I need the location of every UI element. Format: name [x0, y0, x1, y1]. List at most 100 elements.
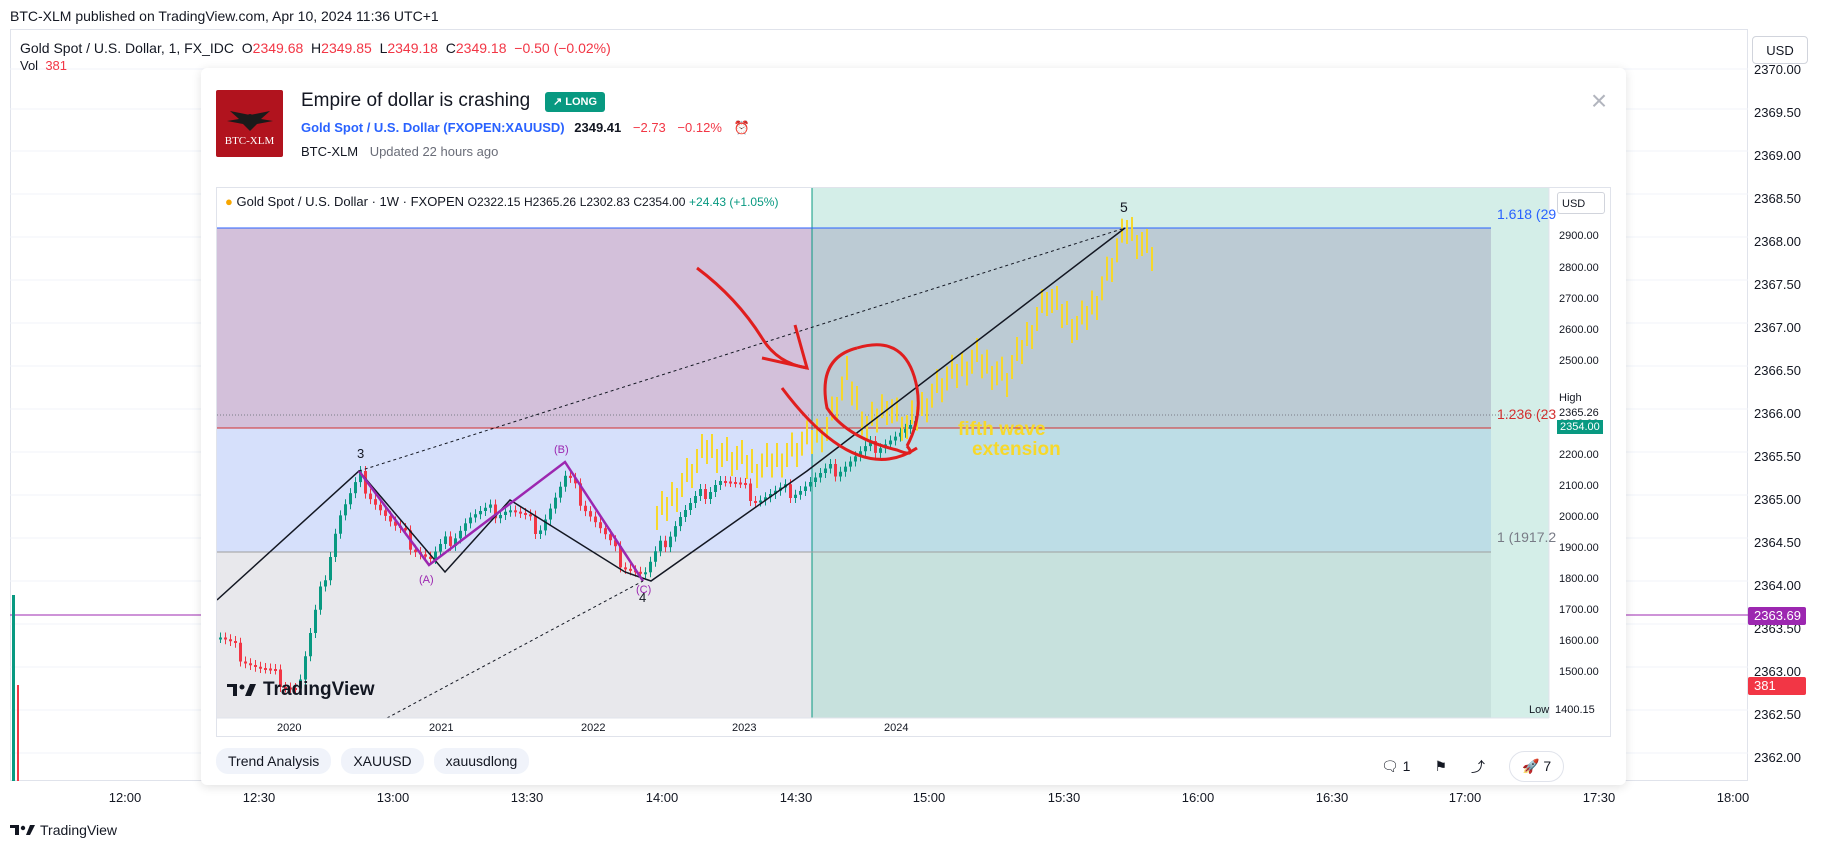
time-tick: 13:00 — [376, 790, 410, 805]
author-name[interactable]: BTC-XLM — [301, 144, 359, 159]
change-value: −0.50 (−0.02%) — [514, 40, 611, 56]
wave-lines — [217, 227, 1126, 601]
idea-price: 2349.41 — [574, 120, 622, 135]
snapshot-high: H2365.26 — [524, 195, 577, 209]
comment-icon: 🗨 — [1381, 758, 1399, 774]
open-label: O — [241, 40, 253, 56]
idea-tags: Trend Analysis XAUUSD xauusdlong — [216, 748, 530, 774]
currency-button[interactable]: USD — [1752, 36, 1808, 64]
time-tick: 12:30 — [242, 790, 276, 805]
svg-text:(B): (B) — [554, 444, 569, 456]
open-value: 2349.68 — [252, 40, 304, 56]
author-thumbnail[interactable]: BTC-XLM — [216, 90, 283, 157]
snapshot-legend: ● Gold Spot / U.S. Dollar · 1W · FXOPEN … — [225, 194, 778, 209]
price-tick: 2362.50 — [1754, 707, 1801, 722]
time-tick: 15:30 — [1047, 790, 1081, 805]
snapshot-price-tick: 2200.00 — [1559, 449, 1599, 461]
idea-title[interactable]: Empire of dollar is crashing — [301, 90, 531, 111]
snapshot-price-tick: 2100.00 — [1559, 480, 1599, 492]
publisher-caption: BTC-XLM published on TradingView.com, Ap… — [10, 8, 439, 24]
idea-change: −2.73 — [632, 120, 666, 135]
price-tick: 2366.50 — [1754, 363, 1801, 378]
comments-button[interactable]: 🗨 1 — [1381, 758, 1410, 775]
snapshot-open: O2322.15 — [467, 195, 521, 209]
fib-1236-label: 1.236 (23 — [1497, 406, 1557, 422]
idea-card: BTC-XLM Empire of dollar is crashing ↗ L… — [201, 68, 1626, 785]
red-arrow — [696, 266, 808, 370]
snapshot-currency[interactable]: USD — [1557, 192, 1605, 214]
arrow-up-right-icon: ↗ — [553, 96, 563, 108]
volume-bar — [17, 685, 19, 781]
alarm-icon[interactable]: ⏰ — [733, 120, 750, 135]
close-icon[interactable]: × — [1590, 85, 1608, 116]
symbol-label: Gold Spot / U.S. Dollar, 1, FX_IDC — [20, 40, 234, 56]
price-tick: 2365.00 — [1754, 492, 1801, 507]
snapshot-price-tick: 2800.00 — [1559, 262, 1599, 274]
price-tick: 2365.50 — [1754, 449, 1801, 464]
snapshot-price-tick: 2900.00 — [1559, 230, 1599, 242]
updated-time: Updated 22 hours ago — [369, 144, 499, 159]
tradingview-logo-icon — [10, 825, 35, 835]
snapshot-symbol: Gold Spot / U.S. Dollar · 1W · FXOPEN — [236, 194, 465, 209]
svg-text:3: 3 — [357, 446, 364, 461]
share-icon[interactable]: ⤴ — [1471, 758, 1486, 775]
tradingview-watermark: TradingView — [227, 679, 375, 701]
volume-tag: 381 — [1748, 677, 1806, 695]
snapshot-price-tick: 1900.00 — [1559, 542, 1599, 554]
low-value: 1400.15 — [1555, 704, 1595, 716]
tag-chip[interactable]: xauusdlong — [433, 748, 530, 774]
boosts-count: 7 — [1543, 758, 1552, 774]
time-tick: 14:30 — [779, 790, 813, 805]
low-value: 2349.18 — [387, 40, 438, 56]
annotation-text: fifth wave — [958, 419, 1046, 440]
time-tick: 17:00 — [1448, 790, 1482, 805]
rocket-icon: 🚀 — [1522, 758, 1540, 774]
price-tick: 2364.50 — [1754, 535, 1801, 550]
idea-chart-snapshot[interactable]: fifth wave extension 3 (A) (B) (C) 4 5 ●… — [216, 187, 1611, 737]
low-label: Low — [1529, 704, 1550, 716]
price-tick: 2370.00 — [1754, 62, 1801, 77]
idea-change-pct: −0.12% — [677, 120, 722, 135]
comments-count: 1 — [1402, 758, 1411, 774]
tag-chip[interactable]: Trend Analysis — [216, 748, 332, 774]
tag-chip[interactable]: XAUUSD — [341, 748, 424, 774]
snapshot-price-tick: 1600.00 — [1559, 635, 1599, 647]
volume-legend: Vol 381 — [20, 58, 67, 73]
volume-label: Vol — [20, 58, 39, 73]
year-tick: 2023 — [732, 722, 757, 734]
snapshot-price-tick: 1800.00 — [1559, 573, 1599, 585]
idea-actions: 🗨 1 ⚑ ⤴ 🚀 7 — [1381, 751, 1565, 782]
snapshot-price-tick: 1700.00 — [1559, 604, 1599, 616]
annotation-text: extension — [972, 439, 1061, 460]
footer-logo[interactable]: TradingView — [10, 822, 117, 838]
high-value: 2349.85 — [321, 40, 372, 56]
close-label: C — [445, 40, 456, 56]
time-tick: 16:30 — [1315, 790, 1349, 805]
tradingview-logo-icon — [227, 684, 256, 696]
snapshot-change: +24.43 (+1.05%) — [689, 195, 779, 209]
upper-channel — [358, 227, 1126, 472]
price-tick: 2368.00 — [1754, 234, 1801, 249]
abc-correction — [357, 460, 645, 582]
idea-author-row: BTC-XLM Updated 22 hours ago — [301, 144, 498, 159]
svg-text:(C): (C) — [636, 584, 651, 596]
time-tick: 15:00 — [912, 790, 946, 805]
snapshot-price-tick: 2000.00 — [1559, 511, 1599, 523]
price-tick: 2366.00 — [1754, 406, 1801, 421]
year-tick: 2020 — [277, 722, 302, 734]
fib-1-label: 1 (1917.2 — [1497, 529, 1557, 545]
high-value: 2365.26 — [1559, 407, 1599, 419]
snapshot-price-tick: 1500.00 — [1559, 666, 1599, 678]
time-tick: 14:00 — [645, 790, 679, 805]
symbol-ticker[interactable]: (FXOPEN:XAUUSD) — [443, 120, 565, 135]
eagle-icon — [226, 111, 273, 131]
svg-text:4: 4 — [639, 590, 646, 605]
flag-icon[interactable]: ⚑ — [1434, 758, 1448, 774]
symbol-link[interactable]: Gold Spot / U.S. Dollar (FXOPEN:XAUUSD) — [301, 120, 565, 135]
snapshot-close: C2354.00 — [633, 195, 686, 209]
boost-button[interactable]: 🚀 7 — [1509, 751, 1565, 782]
time-tick: 16:00 — [1181, 790, 1215, 805]
price-tick: 2367.00 — [1754, 320, 1801, 335]
time-tick: 17:30 — [1582, 790, 1616, 805]
idea-symbol-row: Gold Spot / U.S. Dollar (FXOPEN:XAUUSD) … — [301, 120, 750, 136]
